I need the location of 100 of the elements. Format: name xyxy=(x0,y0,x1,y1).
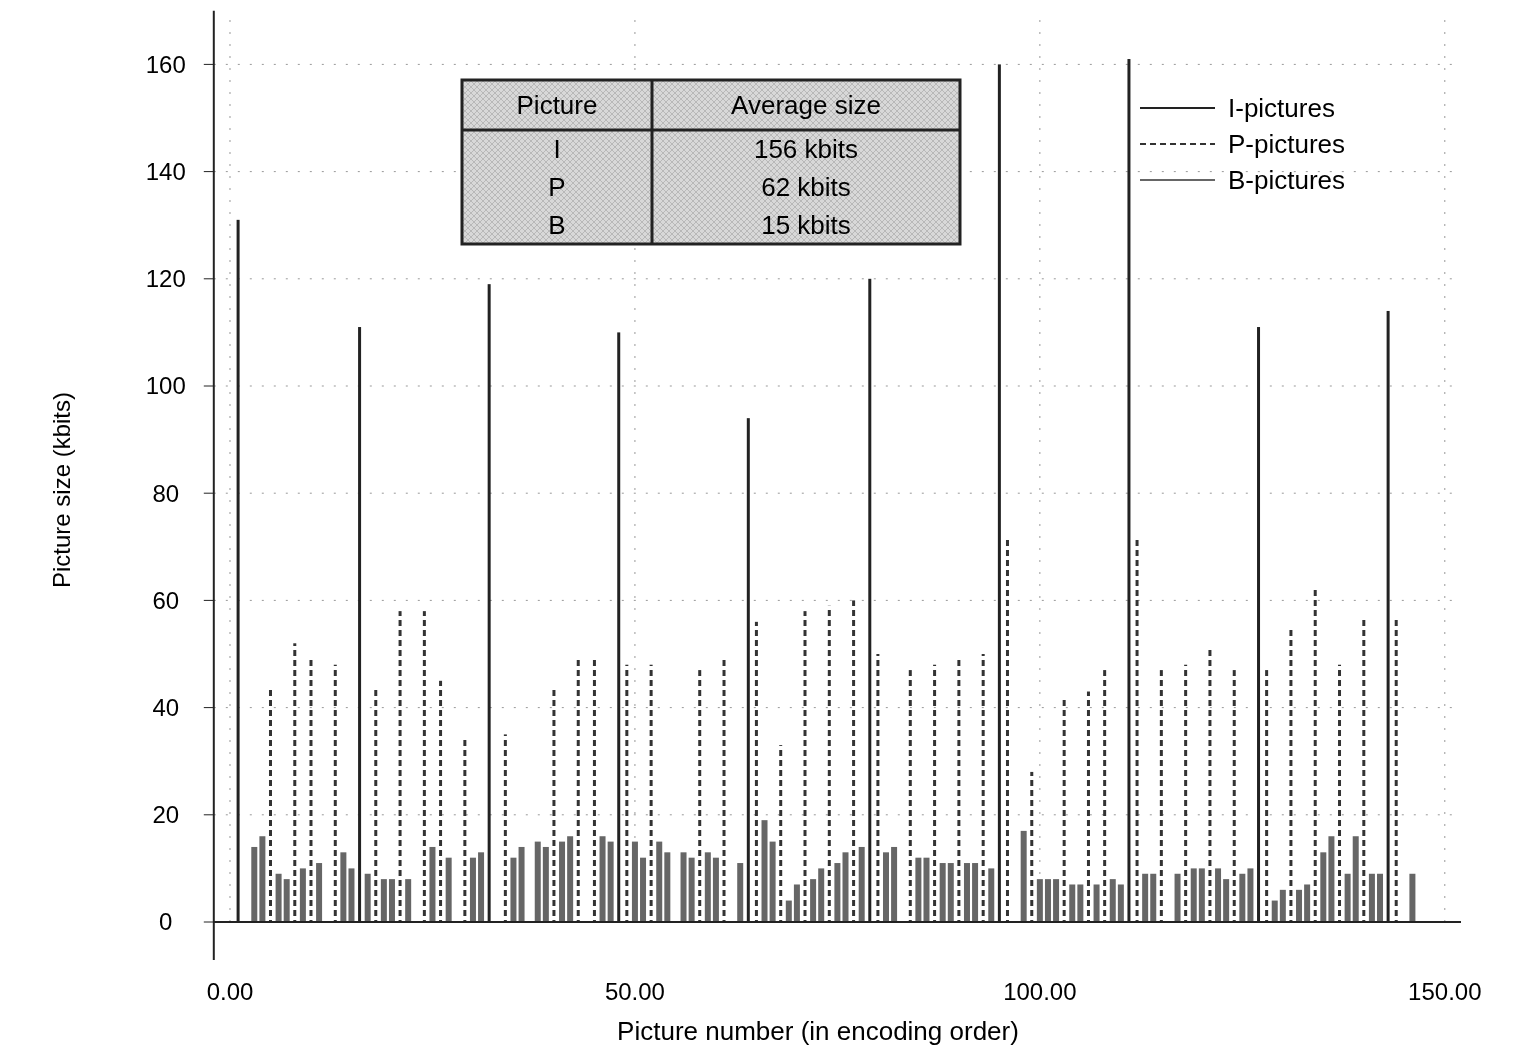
bar xyxy=(1409,873,1416,922)
bar xyxy=(398,611,402,922)
bar xyxy=(405,879,412,922)
bar xyxy=(1142,873,1149,922)
bar xyxy=(1265,670,1269,922)
bar xyxy=(333,664,337,922)
bar xyxy=(664,852,671,922)
y-tick-label: 0 xyxy=(159,908,173,936)
bar xyxy=(1313,589,1317,922)
bar xyxy=(1328,836,1335,922)
bar xyxy=(827,605,831,922)
annotation: 15 kbits xyxy=(761,210,851,241)
x-axis-title: Picture number (in encoding order) xyxy=(617,1016,1019,1046)
legend-label: B-pictures xyxy=(1228,165,1346,196)
bar xyxy=(1338,664,1342,922)
bar xyxy=(309,659,313,922)
bar xyxy=(1368,873,1375,922)
y-tick-label: 40 xyxy=(152,694,180,721)
y-tick-label: 20 xyxy=(152,801,180,829)
bar xyxy=(818,868,825,922)
bar xyxy=(439,680,443,922)
bar xyxy=(463,739,467,922)
bar xyxy=(275,873,282,922)
bar xyxy=(542,846,549,922)
bar xyxy=(834,863,841,922)
bar xyxy=(704,852,711,922)
bar xyxy=(852,600,856,922)
bar xyxy=(656,841,663,922)
y-tick-label: 80 xyxy=(152,479,180,507)
bar xyxy=(445,857,452,922)
bar xyxy=(534,841,541,922)
bar xyxy=(592,659,596,922)
bar xyxy=(567,836,574,922)
bar xyxy=(1247,868,1254,922)
bar xyxy=(1190,868,1197,922)
bar xyxy=(1093,884,1100,922)
bar xyxy=(283,879,290,922)
bar xyxy=(988,868,995,922)
bar xyxy=(251,846,258,922)
bar xyxy=(1159,670,1163,922)
bar xyxy=(1239,873,1246,922)
bar xyxy=(1150,873,1157,922)
bar xyxy=(737,863,744,922)
bar xyxy=(1030,771,1034,922)
bar xyxy=(429,846,436,922)
bar xyxy=(688,857,695,922)
bar xyxy=(1320,852,1327,922)
legend-label: P-pictures xyxy=(1228,129,1346,160)
bar xyxy=(1036,879,1043,922)
bar xyxy=(957,659,961,922)
annotation: Picture xyxy=(516,90,598,121)
bar xyxy=(1215,868,1222,922)
bar xyxy=(939,863,946,922)
bar xyxy=(364,873,371,922)
bar xyxy=(858,846,865,922)
bar xyxy=(422,611,426,922)
bar xyxy=(518,846,525,922)
bar xyxy=(1344,873,1351,922)
bar xyxy=(891,846,898,922)
bar xyxy=(803,611,807,922)
annotation: Average size xyxy=(731,90,881,121)
bar xyxy=(761,820,768,922)
annotation: I xyxy=(553,134,561,165)
bar xyxy=(1020,830,1027,922)
bar xyxy=(810,879,817,922)
bar xyxy=(698,670,702,922)
bar xyxy=(882,852,889,922)
bar xyxy=(510,857,517,922)
bar xyxy=(380,879,387,922)
bar xyxy=(1377,873,1384,922)
y-tick-label: 100 xyxy=(145,372,186,400)
bar xyxy=(388,879,395,922)
bar xyxy=(785,900,792,922)
bar xyxy=(1198,868,1205,922)
x-tick-label: 150.00 xyxy=(1408,978,1482,1005)
bar xyxy=(923,857,930,922)
bar xyxy=(1069,884,1076,922)
bar xyxy=(754,621,758,922)
bar xyxy=(1279,889,1286,922)
bar xyxy=(348,868,355,922)
bar xyxy=(915,857,922,922)
bar xyxy=(293,643,297,922)
bar xyxy=(625,664,629,922)
bar xyxy=(779,745,783,922)
bar xyxy=(1232,670,1236,922)
bar xyxy=(1174,873,1181,922)
bar xyxy=(712,857,719,922)
x-tick-label: 100.00 xyxy=(1003,978,1077,1005)
annotation: B xyxy=(548,210,566,241)
annotation: 156 kbits xyxy=(753,134,859,165)
annotation: P xyxy=(548,172,566,203)
bar xyxy=(1296,889,1303,922)
bar xyxy=(1208,648,1212,922)
bar xyxy=(1352,836,1359,922)
bar xyxy=(981,654,985,922)
bar xyxy=(1109,879,1116,922)
bar xyxy=(316,863,323,922)
bar xyxy=(576,659,580,922)
legend-label: I-pictures xyxy=(1228,93,1335,124)
bar xyxy=(1117,884,1124,922)
